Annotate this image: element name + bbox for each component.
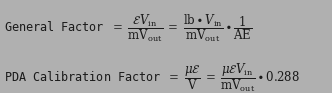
Text: PDA Calibration Factor $=\;\dfrac{\mu\mathcal{E}}{\mathrm{V}}\;=\;\dfrac{\mu\mat: PDA Calibration Factor $=\;\dfrac{\mu\ma… <box>4 61 300 93</box>
Text: General Factor $=\;\dfrac{\mathcal{E}V_{\mathrm{in}}}{\mathrm{mV}_{\mathrm{out}}: General Factor $=\;\dfrac{\mathcal{E}V_{… <box>4 12 252 44</box>
